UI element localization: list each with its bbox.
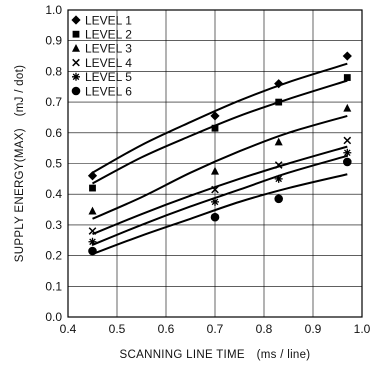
data-point-level-3 bbox=[211, 166, 219, 175]
data-point-level-1 bbox=[87, 171, 98, 181]
square-icon bbox=[72, 30, 80, 38]
data-point-level-4 bbox=[274, 161, 283, 169]
fit-line-level-6 bbox=[92, 173, 348, 255]
data-point-level-6 bbox=[210, 212, 220, 222]
fit-line-level-5 bbox=[92, 154, 348, 246]
y-tick-label: 0.4 bbox=[45, 187, 62, 201]
y-tick-label: 0.0 bbox=[45, 310, 62, 324]
data-point-level-6 bbox=[88, 246, 97, 256]
y-tick-label: 0.1 bbox=[45, 279, 62, 293]
data-point-level-1 bbox=[210, 111, 220, 121]
data-point-level-5 bbox=[274, 174, 283, 183]
legend-label: LEVEL 6 bbox=[85, 84, 132, 98]
data-point-level-2 bbox=[343, 74, 351, 81]
y-tick-label: 0.5 bbox=[45, 157, 62, 171]
legend-entry-level-3: LEVEL 3 bbox=[72, 42, 132, 56]
x-tick-label: 0.5 bbox=[109, 322, 126, 336]
data-point-level-3 bbox=[343, 103, 352, 112]
data-point-level-4 bbox=[88, 227, 97, 235]
y-tick-label: 0.7 bbox=[45, 95, 62, 109]
data-point-level-3 bbox=[274, 137, 283, 146]
legend-entry-level-1: LEVEL 1 bbox=[71, 13, 132, 27]
data-points bbox=[87, 51, 352, 256]
circle-icon bbox=[71, 86, 81, 96]
fit-line-level-4 bbox=[92, 145, 348, 236]
legend-entry-level-2: LEVEL 2 bbox=[72, 28, 132, 42]
legend-entry-level-4: LEVEL 4 bbox=[72, 56, 132, 70]
legend-label: LEVEL 5 bbox=[85, 70, 132, 84]
triangle-icon bbox=[72, 44, 80, 52]
legend-entry-level-5: LEVEL 5 bbox=[72, 70, 132, 84]
data-point-level-6 bbox=[274, 194, 284, 204]
x-tick-label: 0.7 bbox=[207, 322, 224, 336]
y-tick-label: 0.3 bbox=[45, 218, 62, 232]
x-tick-label: 0.4 bbox=[60, 322, 77, 336]
legend-label: LEVEL 3 bbox=[85, 42, 132, 56]
fit-line-level-3 bbox=[92, 114, 348, 220]
data-point-level-2 bbox=[211, 124, 219, 132]
x-mark-icon bbox=[72, 58, 80, 67]
x-tick-label: 0.6 bbox=[158, 322, 175, 336]
x-tick-label: 1.0 bbox=[354, 322, 371, 336]
legend-label: LEVEL 4 bbox=[85, 56, 132, 70]
y-axis-label: SUPPLY ENERGY(MAX) (mJ / dot) bbox=[14, 65, 26, 262]
y-tick-label: 0.6 bbox=[45, 126, 62, 140]
tick-labels: 0.4 0.5 0.6 0.7 0.8 0.9 1.0 0.0 0.1 0.2 0.3 0.4 0.5 0… bbox=[45, 3, 370, 336]
asterisk-icon bbox=[72, 72, 80, 81]
x-tick-label: 0.8 bbox=[256, 322, 273, 336]
data-point-level-5 bbox=[343, 148, 352, 157]
data-point-level-1 bbox=[274, 79, 284, 89]
data-point-level-4 bbox=[211, 185, 219, 194]
grid bbox=[68, 10, 362, 317]
y-tick-label: 0.9 bbox=[45, 34, 62, 48]
y-tick-label: 0.8 bbox=[45, 64, 62, 78]
plot-frame bbox=[67, 9, 363, 318]
diamond-icon bbox=[71, 15, 81, 25]
x-tick-label: 0.9 bbox=[305, 322, 322, 336]
y-tick-label: 1.0 bbox=[45, 3, 62, 17]
data-point-level-4 bbox=[343, 136, 352, 145]
data-point-level-6 bbox=[343, 157, 352, 167]
fit-line-level-1 bbox=[92, 62, 348, 174]
data-point-level-5 bbox=[211, 197, 219, 206]
data-point-level-2 bbox=[275, 98, 283, 106]
data-point-level-1 bbox=[342, 51, 352, 61]
legend-label: LEVEL 1 bbox=[85, 13, 132, 27]
data-point-level-5 bbox=[88, 237, 97, 246]
legend-entry-level-6: LEVEL 6 bbox=[71, 84, 132, 98]
x-axis-label: SCANNING LINE TIME (ms / line) bbox=[120, 349, 311, 361]
data-point-level-2 bbox=[89, 184, 96, 192]
data-point-level-3 bbox=[88, 206, 97, 215]
y-tick-label: 0.2 bbox=[45, 249, 62, 263]
legend-label: LEVEL 2 bbox=[85, 28, 132, 42]
